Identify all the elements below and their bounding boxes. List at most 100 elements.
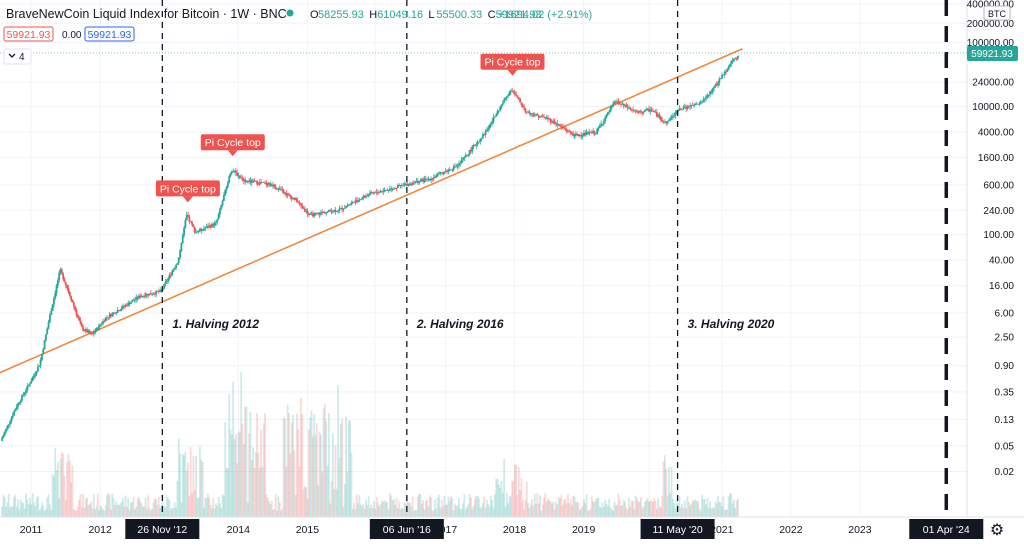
candle-body	[309, 213, 312, 215]
candle-body	[610, 106, 613, 108]
volume-bar	[30, 504, 33, 517]
volume-bar	[256, 413, 259, 517]
volume-bar	[249, 412, 252, 517]
candle-body	[296, 198, 298, 203]
volume-bar	[503, 458, 506, 517]
candle-body	[609, 107, 612, 112]
volume-bar	[367, 496, 370, 517]
candle-body	[15, 406, 18, 410]
volume-bar	[310, 410, 313, 517]
volume-bar	[460, 509, 463, 517]
volume-bar	[107, 493, 110, 517]
volume-bar	[74, 510, 77, 517]
candle-body	[426, 178, 429, 180]
candle-body	[238, 175, 241, 178]
candle-body	[145, 294, 148, 296]
bid-box[interactable]	[3, 26, 54, 42]
volume-bar	[584, 503, 587, 517]
candle-body	[245, 181, 248, 183]
candle-body	[483, 134, 486, 135]
candle-body	[26, 385, 29, 391]
symbol-title[interactable]: BraveNewCoin Liquid Index for Bitcoin · …	[6, 7, 287, 21]
candle-body	[451, 169, 454, 171]
candle-body	[650, 109, 653, 111]
volume-bar	[694, 499, 697, 517]
volume-bar	[508, 495, 511, 517]
settings-icon[interactable]: ⚙	[990, 522, 1004, 539]
volume-bar	[203, 507, 205, 517]
volume-bar	[262, 423, 265, 517]
volume-bar	[96, 493, 99, 517]
pi-cycle-label-pointer	[182, 196, 193, 203]
candle-body	[430, 178, 433, 181]
candle-body	[6, 425, 9, 429]
candle-body	[189, 221, 192, 223]
ask-box[interactable]	[84, 26, 135, 42]
volume-bar	[726, 509, 729, 517]
volume-bar	[654, 500, 657, 517]
candle-body	[136, 297, 139, 299]
candle-body	[695, 103, 698, 105]
volume-bar	[373, 500, 375, 517]
y-tick-label: 0.13	[995, 415, 1015, 426]
candle-body	[516, 95, 519, 98]
volume-bar	[667, 467, 670, 517]
pi-cycle-label-box[interactable]	[155, 180, 220, 197]
volume-bar	[713, 508, 715, 517]
candle-body	[139, 295, 142, 298]
candle-body	[470, 149, 472, 152]
candle-body	[241, 177, 244, 181]
candle-body	[228, 176, 231, 183]
volume-bar	[649, 500, 652, 517]
volume-bar	[160, 504, 163, 517]
pi-cycle-label-box[interactable]	[200, 134, 265, 151]
volume-bar	[645, 500, 648, 517]
candle-body	[197, 231, 200, 232]
candle-body	[230, 171, 233, 174]
candle-body	[670, 117, 673, 119]
volume-bar	[294, 495, 297, 517]
candle-body	[632, 109, 634, 111]
volume-bar	[471, 508, 474, 517]
volume-bar	[318, 431, 321, 517]
indicators-toggle[interactable]	[3, 48, 32, 65]
volume-bar	[250, 460, 253, 517]
candle-body	[551, 122, 553, 123]
candle-body	[23, 392, 26, 395]
candle-body	[236, 172, 239, 176]
volume-bar	[330, 481, 333, 517]
volume-bar	[50, 509, 53, 517]
candle-body	[455, 166, 458, 168]
volume-bar	[593, 501, 596, 517]
volume-bar	[685, 508, 688, 517]
candle-body	[552, 120, 555, 123]
volume-bar	[395, 498, 398, 517]
volume-bar	[17, 499, 19, 517]
volume-bar	[226, 468, 229, 517]
candle-body	[262, 182, 265, 184]
candle-body	[322, 212, 325, 213]
volume-bar	[103, 510, 106, 517]
candle-body	[733, 58, 735, 61]
volume-bar	[531, 498, 533, 517]
volume-bar	[733, 499, 735, 517]
candle-body	[130, 302, 132, 305]
volume-bar	[80, 507, 83, 517]
candle-body	[379, 191, 382, 193]
candle-body	[177, 257, 180, 264]
candle-body	[660, 116, 662, 121]
candle-body	[294, 198, 297, 200]
volume-bar	[711, 507, 714, 517]
candle-body	[195, 232, 197, 233]
candle-body	[192, 224, 195, 228]
date-badge	[640, 519, 715, 539]
volume-bar	[290, 422, 293, 517]
volume-bar	[326, 465, 329, 517]
pi-cycle-label-box[interactable]	[480, 53, 545, 70]
candle-body	[318, 212, 321, 215]
volume-bar	[261, 466, 264, 517]
